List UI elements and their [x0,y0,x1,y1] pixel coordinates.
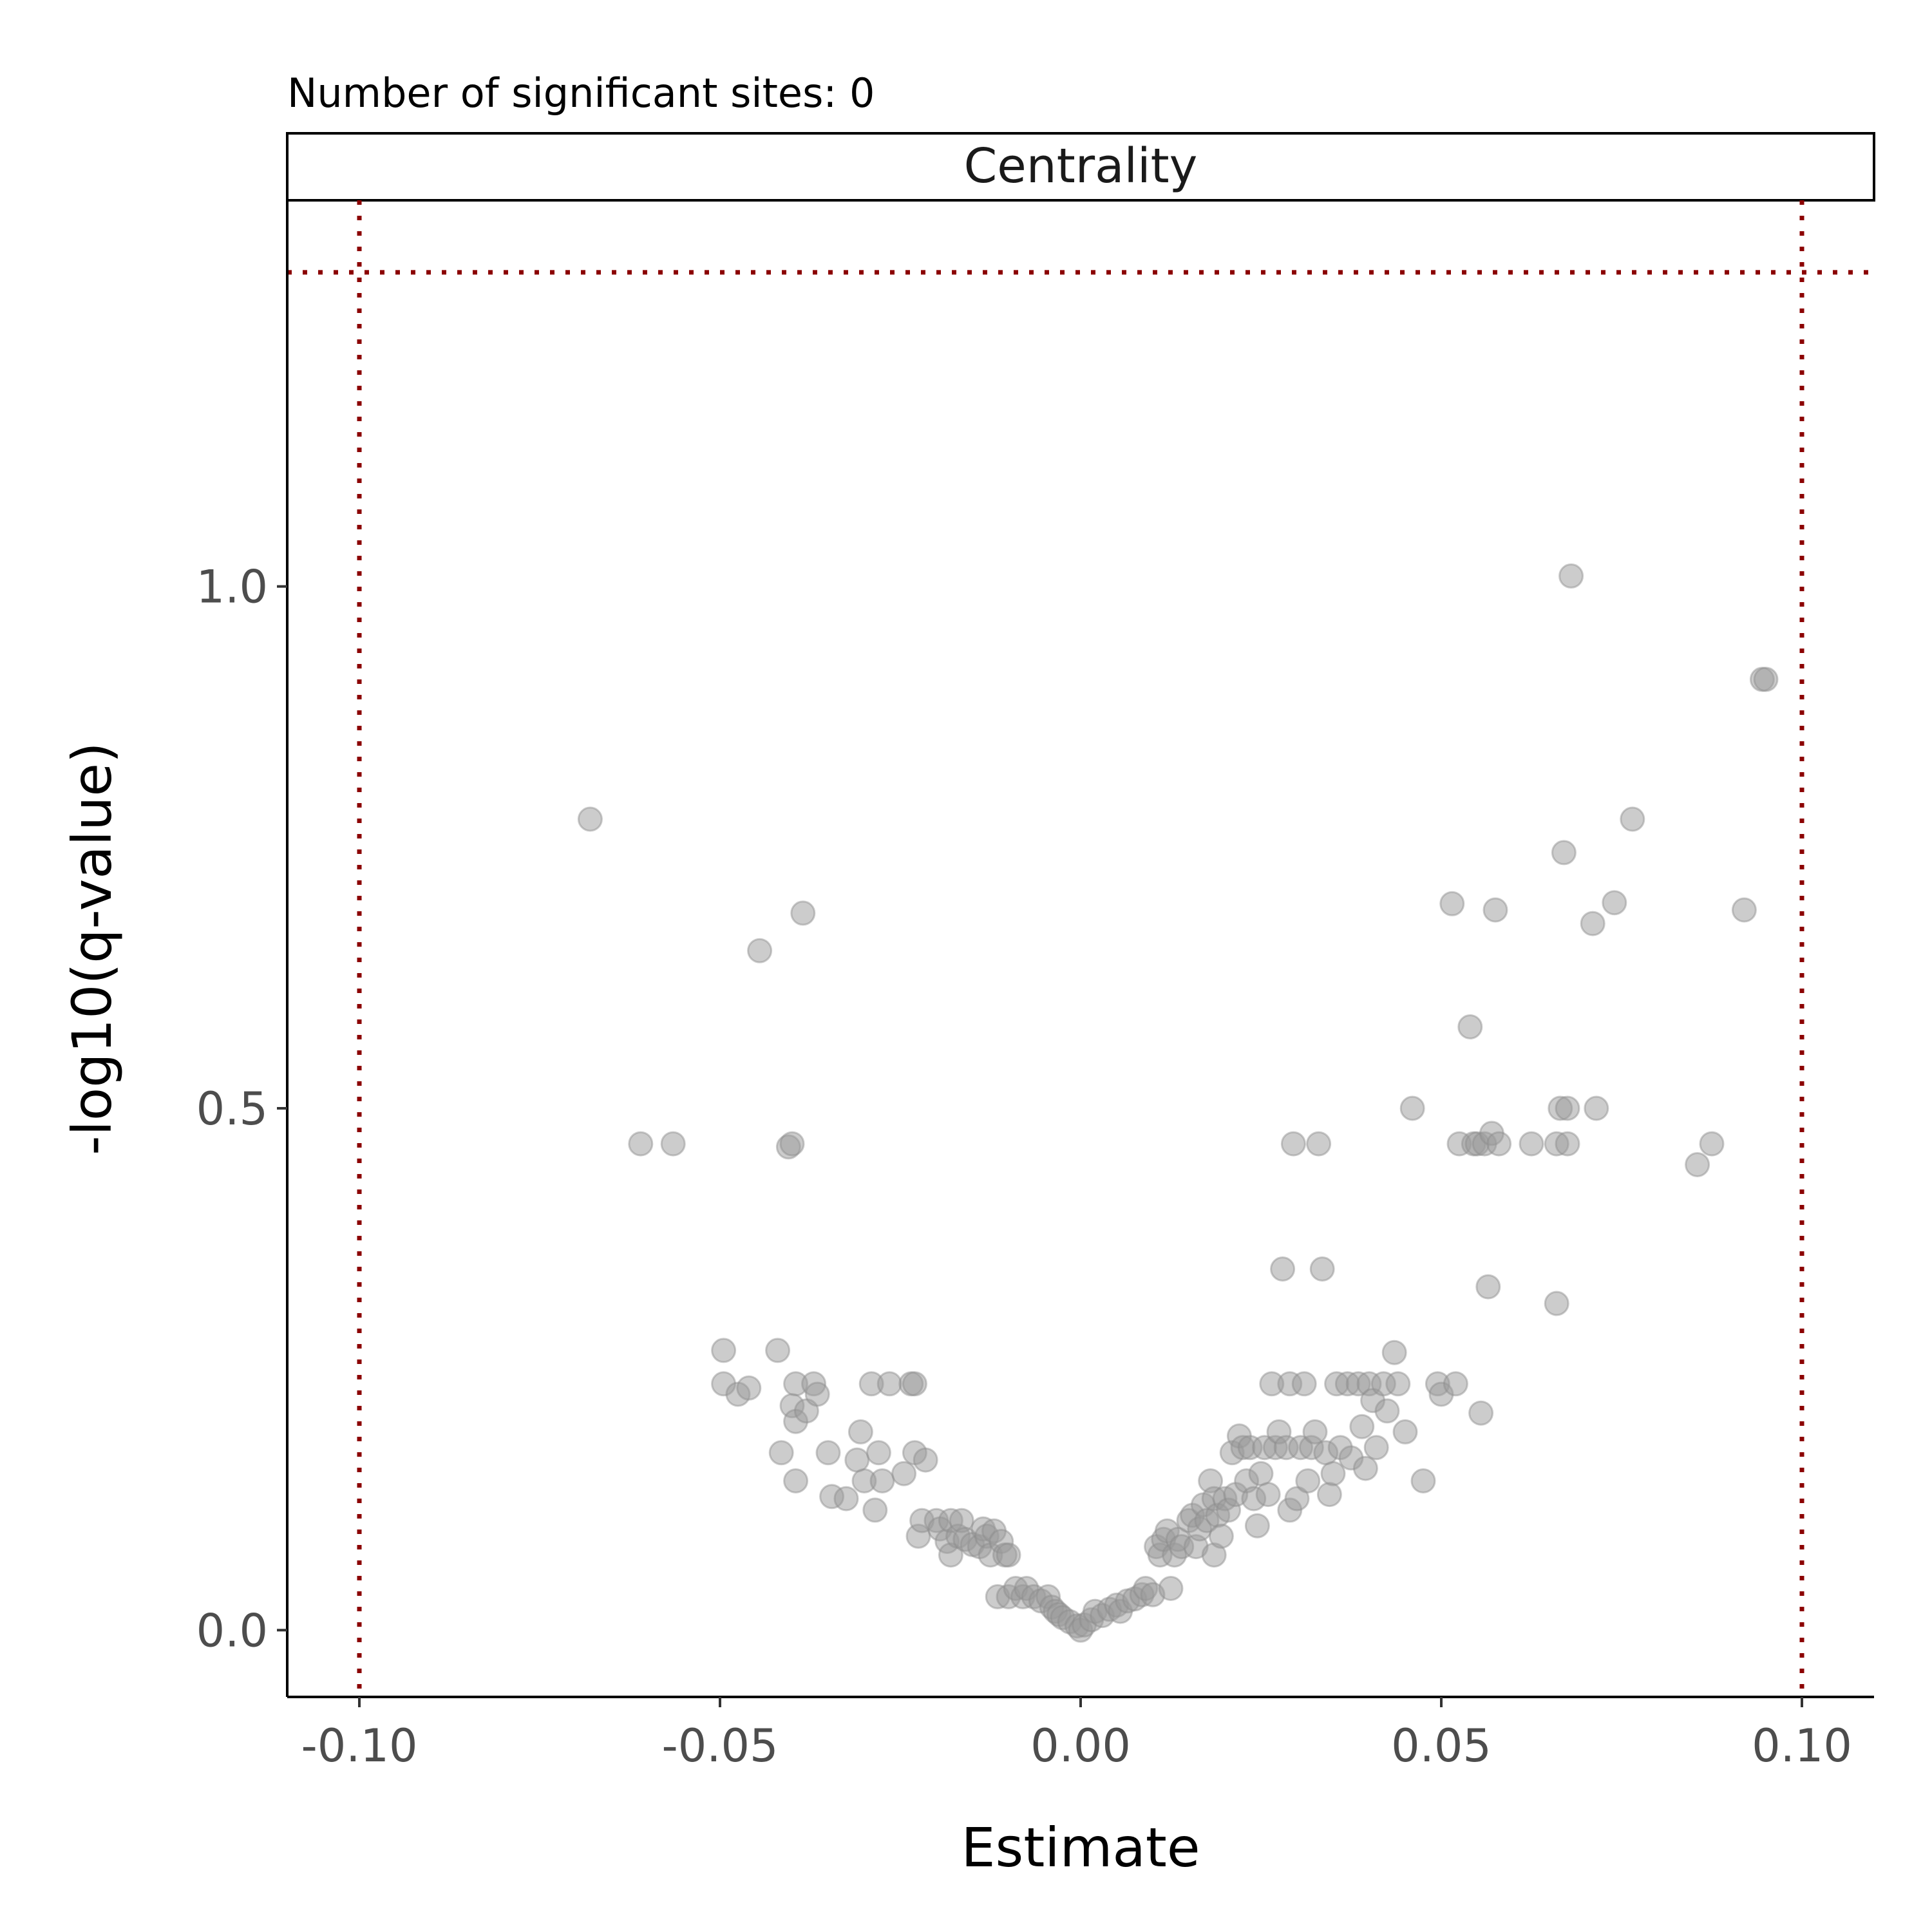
data-point [891,1461,917,1486]
data-point [1208,1523,1234,1549]
plot-panel [287,200,1874,1697]
data-point [1363,1435,1389,1461]
data-point [1385,1371,1411,1397]
x-axis-title: Estimate [961,1816,1200,1879]
data-point [1295,1468,1321,1493]
data-point [1555,1131,1580,1157]
data-point [866,1440,891,1466]
data-point [1399,1095,1425,1121]
data-point [1519,1131,1544,1157]
data-point [1457,1014,1483,1039]
data-point [747,938,773,963]
data-point [1244,1513,1270,1539]
data-point [1320,1461,1346,1486]
data-point [1291,1371,1317,1397]
data-point [848,1419,873,1444]
x-tick-label: -0.10 [301,1719,417,1772]
y-axis-title: -log10(q-value) [61,742,124,1155]
data-point [1753,667,1779,692]
x-tick-label: 0.00 [1030,1719,1131,1772]
data-point [869,1468,895,1493]
data-point [1439,891,1465,916]
data-point [844,1447,870,1473]
data-point [1255,1482,1281,1508]
data-point [1486,1131,1512,1157]
x-tick-label: -0.05 [661,1719,778,1772]
data-point [1374,1398,1400,1424]
data-point [1584,1095,1609,1121]
data-point [779,1131,805,1157]
y-tick-label: 0.0 [196,1604,268,1657]
data-point [1544,1291,1569,1316]
data-point [1316,1482,1342,1508]
data-point [736,1375,762,1401]
data-point [1284,1486,1310,1511]
data-point [1248,1461,1274,1486]
data-point [783,1468,809,1493]
chart-subtitle: Number of significant sites: 0 [287,70,875,117]
data-point [833,1486,859,1511]
data-point [1475,1274,1501,1300]
data-point [1482,897,1508,923]
data-point [902,1371,927,1397]
data-point [862,1497,888,1523]
data-point [1392,1419,1418,1444]
x-tick-label: 0.10 [1752,1719,1852,1772]
data-point [913,1447,938,1473]
data-point [1580,911,1605,936]
data-point [876,1371,902,1397]
data-point [1558,563,1584,589]
data-point [628,1131,654,1157]
y-tick-label: 1.0 [196,561,268,614]
data-point [1731,897,1757,923]
data-point [1280,1131,1306,1157]
y-tick-label: 0.5 [196,1083,268,1135]
data-point [768,1440,794,1466]
y-axis-ticks: 0.0 0.5 1.0 [196,561,287,1657]
data-point [1302,1419,1328,1444]
data-point [765,1338,791,1363]
x-axis-ticks: -0.10 -0.05 0.00 0.05 0.10 [301,1697,1852,1772]
data-point [1381,1340,1407,1365]
data-point [577,806,603,832]
data-point [1602,890,1627,916]
data-point [790,900,816,926]
data-point [1685,1152,1710,1177]
data-point [1468,1400,1494,1426]
x-tick-label: 0.05 [1391,1719,1492,1772]
data-point [711,1338,737,1363]
data-point [1158,1576,1184,1601]
data-point [1349,1414,1375,1439]
data-point [1551,840,1577,866]
data-point [1443,1371,1468,1397]
data-point [660,1131,686,1157]
data-point [1555,1095,1580,1121]
data-point [1620,806,1645,832]
facet-strip-label: Centrality [964,138,1198,194]
data-point [996,1542,1021,1568]
facet-strip [286,132,1875,202]
data-point [1270,1256,1296,1282]
data-point [804,1381,830,1407]
data-point [1309,1256,1335,1282]
data-point [1699,1131,1725,1157]
data-point [1306,1131,1332,1157]
data-point [1410,1468,1436,1493]
data-point [793,1398,819,1424]
data-point [1352,1455,1378,1481]
data-point [815,1440,841,1466]
